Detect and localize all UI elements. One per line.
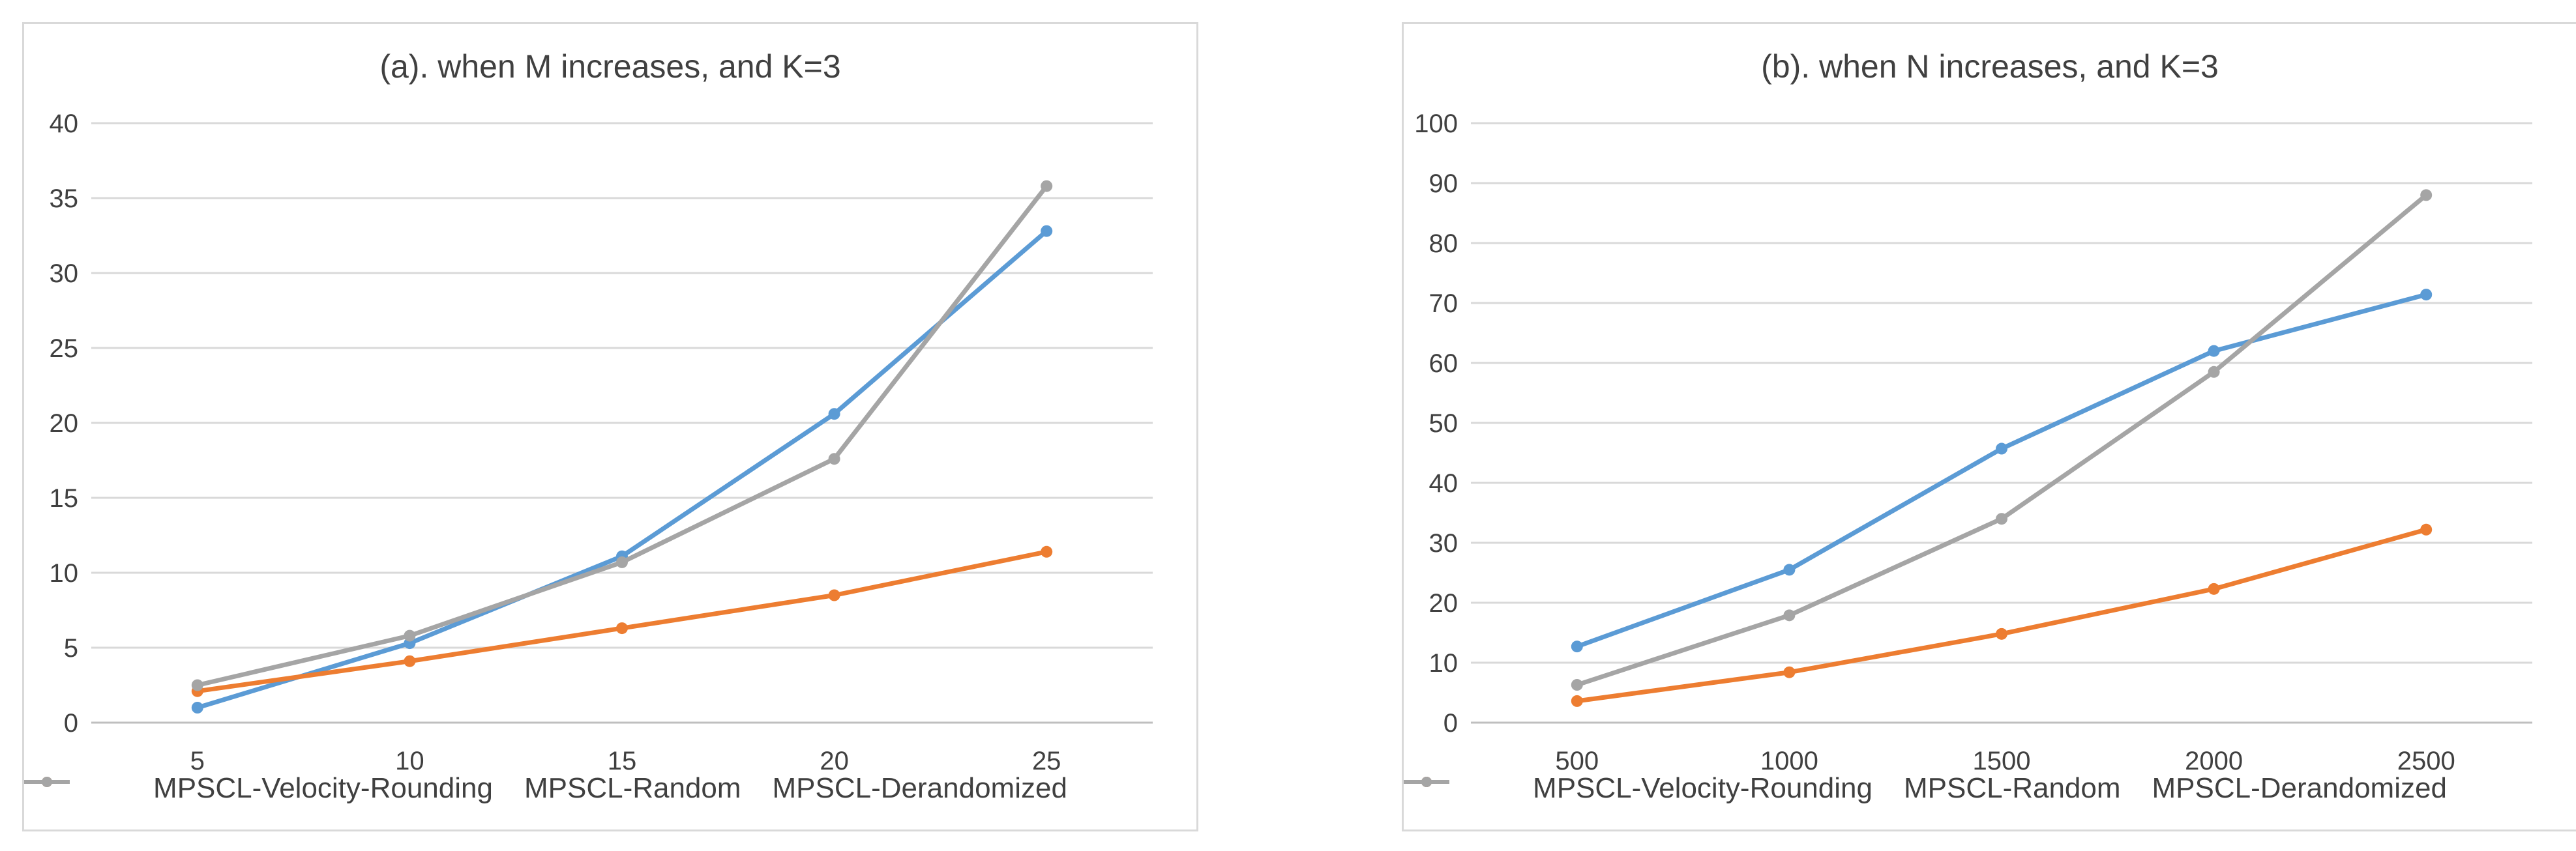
data-point [1783, 564, 1796, 576]
data-point [191, 679, 203, 691]
x-tick-label: 2000 [2185, 747, 2243, 775]
chart-legend: MPSCL-Velocity-Rounding MPSCL-Random MPS… [24, 772, 1196, 805]
x-tick-label: 2500 [2397, 747, 2455, 775]
y-tick-label: 20 [50, 409, 79, 438]
y-tick-label: 60 [1429, 349, 1458, 378]
data-point [828, 589, 840, 601]
legend-label: MPSCL-Random [1903, 772, 2121, 804]
legend-label: MPSCL-Derandomized [2152, 772, 2447, 804]
data-point [2420, 523, 2433, 536]
data-point [2208, 583, 2220, 595]
legend-label: MPSCL-Derandomized [772, 772, 1067, 804]
data-point [404, 629, 416, 642]
data-point [1041, 180, 1053, 192]
data-point [1996, 627, 2007, 640]
chart-panel-a: (a). when M increases, and K=3 0 5 10 15 20 2… [22, 22, 1198, 831]
y-tick-label: 30 [1429, 529, 1458, 558]
y-tick-label: 20 [1429, 589, 1458, 618]
legend-label: MPSCL-Random [524, 772, 741, 804]
y-tick-label: 25 [50, 334, 79, 363]
chart-plot-area: 0 5 10 15 20 25 30 35 40 5 10 15 20 25 [50, 109, 1153, 775]
y-tick-label: 90 [1429, 169, 1458, 198]
chart-panel-b: (b). when N increases, and K=3 0 10 20 30 40… [1402, 22, 2576, 831]
legend-item: MPSCL-Random [24, 772, 741, 805]
data-point [2420, 189, 2433, 201]
data-point [1041, 225, 1053, 237]
y-tick-label: 40 [50, 109, 79, 138]
chart-title: (b). when N increases, and K=3 [1761, 48, 2219, 85]
data-point [2208, 366, 2220, 378]
legend-label: MPSCL-Velocity-Rounding [153, 772, 493, 804]
chart-title: (a). when M increases, and K=3 [379, 48, 841, 85]
legend-label: MPSCL-Velocity-Rounding [1533, 772, 1873, 804]
y-tick-label: 70 [1429, 289, 1458, 318]
legend-item: MPSCL-Derandomized [1404, 772, 2447, 805]
data-point [404, 655, 416, 667]
legend-item: MPSCL-Random [1404, 772, 2121, 805]
y-tick-label: 10 [50, 559, 79, 588]
y-tick-label: 40 [1429, 469, 1458, 498]
data-point [1783, 609, 1796, 622]
legend-item: MPSCL-Velocity-Rounding [1404, 772, 1873, 805]
y-tick-label: 0 [1443, 709, 1458, 738]
data-point [616, 556, 628, 568]
data-point [1996, 513, 2007, 525]
legend-item: MPSCL-Velocity-Rounding [24, 772, 493, 805]
y-tick-label: 30 [50, 259, 79, 288]
y-tick-label: 15 [50, 484, 79, 513]
y-tick-label: 0 [64, 709, 78, 738]
data-point [1996, 442, 2007, 455]
legend-swatch-derandomized [1404, 777, 1449, 787]
data-point [191, 702, 203, 714]
y-tick-label: 35 [50, 184, 79, 213]
legend-swatch-derandomized [24, 777, 70, 787]
x-tick-label: 500 [1555, 747, 1599, 775]
y-tick-label: 80 [1429, 229, 1458, 258]
y-tick-label: 100 [1414, 109, 1458, 138]
x-tick-label: 10 [395, 747, 424, 775]
x-tick-label: 15 [608, 747, 637, 775]
data-point [2420, 289, 2433, 301]
x-tick-label: 5 [190, 747, 205, 775]
data-point [1571, 679, 1583, 691]
data-point [828, 408, 840, 420]
data-point [1041, 545, 1053, 558]
data-point [2208, 345, 2220, 357]
chart-legend: MPSCL-Velocity-Rounding MPSCL-Random MPS… [1404, 772, 2576, 805]
y-tick-label: 5 [64, 634, 78, 663]
legend-item: MPSCL-Derandomized [24, 772, 1067, 805]
data-point [1571, 641, 1583, 653]
chart-plot-area: 0 10 20 30 40 50 60 70 80 90 100 500 1000 1500 2000 250… [1414, 109, 2532, 775]
series-line [1577, 527, 2427, 704]
series-line [1576, 292, 2427, 649]
y-tick-label: 10 [1429, 649, 1458, 678]
series-line [196, 229, 1048, 710]
y-tick-label: 50 [1429, 409, 1458, 438]
series-line [197, 184, 1048, 687]
x-tick-label: 1000 [1760, 747, 1818, 775]
x-tick-label: 1500 [1973, 747, 2031, 775]
x-tick-label: 20 [820, 747, 849, 775]
x-tick-label: 25 [1032, 747, 1061, 775]
data-point [1783, 666, 1796, 678]
data-point [1571, 695, 1583, 707]
data-point [828, 453, 840, 465]
series-line [1576, 193, 2428, 687]
data-point [616, 622, 628, 635]
